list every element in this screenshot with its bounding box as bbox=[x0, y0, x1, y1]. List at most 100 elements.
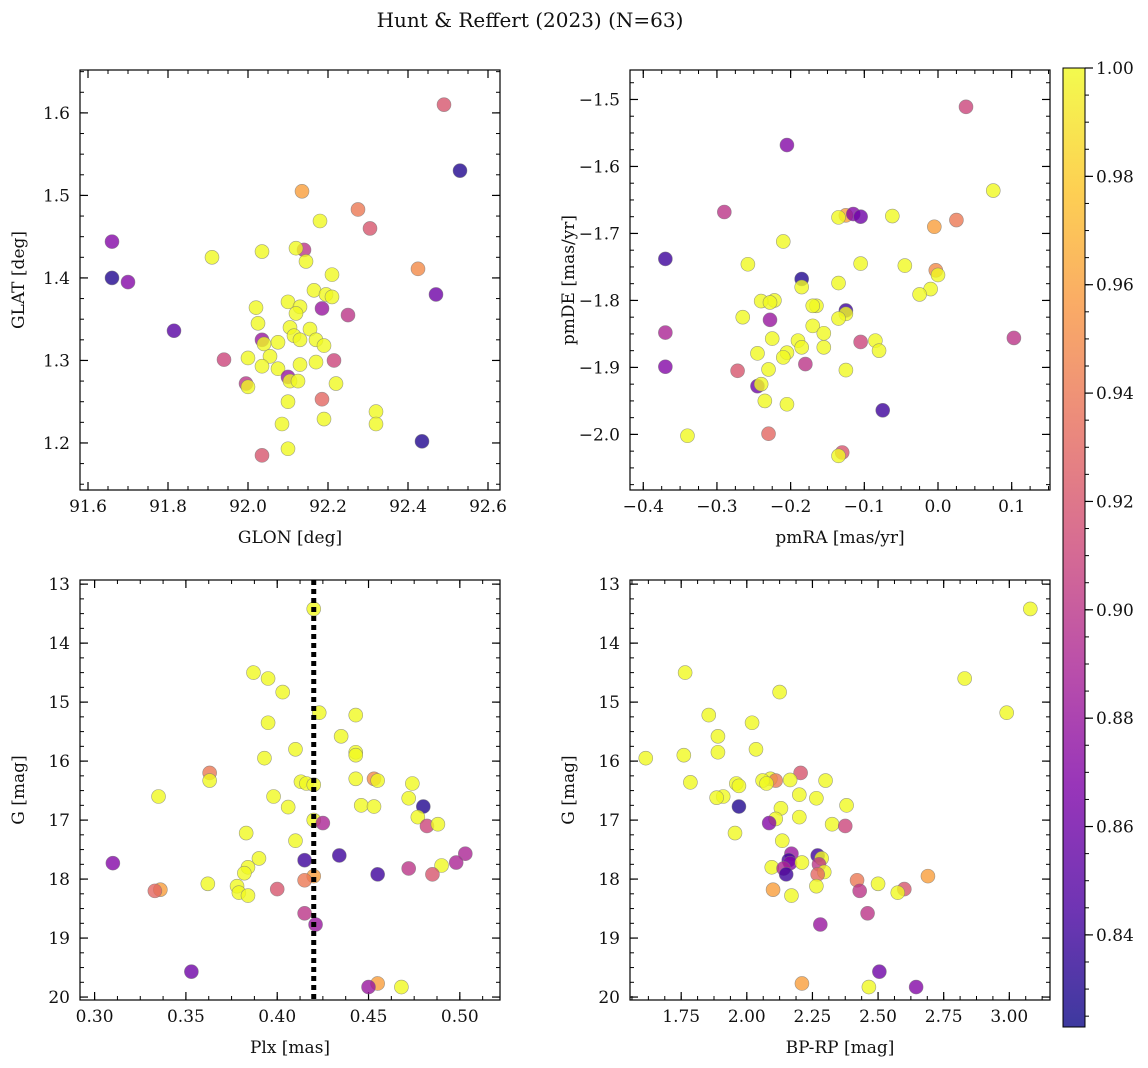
scatter-point bbox=[927, 219, 942, 235]
panel-plx-g: 0.30 0.35 0.40 0.45 0.50 13 14 15 16 17 18 19 20 Plx … bbox=[9, 575, 501, 1058]
axes-frame bbox=[629, 579, 1051, 1001]
scatter-point bbox=[332, 848, 347, 863]
scatter-point bbox=[316, 411, 332, 427]
scatter-point bbox=[831, 275, 846, 291]
points-layer bbox=[104, 97, 468, 463]
scatter-point bbox=[288, 306, 304, 321]
scatter-point bbox=[792, 809, 807, 825]
scatter-point bbox=[184, 964, 199, 979]
scatter-point bbox=[298, 254, 314, 269]
scatter-point bbox=[949, 212, 964, 228]
scatter-point bbox=[677, 665, 693, 680]
y-tick-label: 15 bbox=[48, 693, 70, 713]
scatter-point bbox=[288, 741, 303, 757]
scatter-point bbox=[1023, 601, 1038, 617]
scatter-point bbox=[348, 771, 364, 787]
y-tick-label: 1.6 bbox=[43, 104, 70, 124]
y-tick-label: 1.2 bbox=[43, 434, 70, 454]
scatter-point bbox=[957, 671, 972, 686]
scatter-point bbox=[166, 323, 182, 339]
scatter-point bbox=[294, 183, 310, 199]
x-tick-label: 1.75 bbox=[662, 1007, 700, 1027]
y-axis-label: G [mag] bbox=[9, 755, 29, 824]
figure-title: Hunt & Reffert (2023) (N=63) bbox=[377, 8, 684, 32]
scatter-point bbox=[813, 917, 828, 932]
colorbar-tick-label: 0.88 bbox=[1096, 709, 1134, 729]
scatter-point bbox=[324, 267, 340, 282]
scatter-point bbox=[831, 210, 846, 225]
scatter-point bbox=[750, 346, 765, 361]
scatter-point bbox=[871, 343, 887, 358]
scatter-point bbox=[860, 905, 875, 921]
scatter-point bbox=[784, 888, 799, 903]
panel-pmra-pmde: −0.4 −0.3 −0.2 −0.1 0.0 0.1 −2.0 −1.9 −1.8 −1.7 −1… bbox=[559, 69, 1051, 548]
scatter-point bbox=[292, 357, 308, 372]
scatter-point bbox=[761, 362, 776, 377]
scatter-point bbox=[274, 416, 290, 432]
scatter-point bbox=[251, 851, 267, 866]
scatter-point bbox=[779, 137, 795, 153]
colorbar-tick-label: 0.90 bbox=[1096, 601, 1134, 621]
scatter-point bbox=[748, 741, 764, 757]
y-tick-label: 1.5 bbox=[43, 186, 70, 206]
scatter-point bbox=[200, 876, 216, 892]
scatter-point bbox=[248, 300, 264, 315]
x-tick-label: 0.30 bbox=[76, 1007, 114, 1027]
scatter-point bbox=[731, 799, 747, 814]
scatter-point bbox=[683, 775, 698, 790]
scatter-point bbox=[237, 865, 252, 881]
y-tick-label: −1.9 bbox=[579, 358, 620, 378]
scatter-point bbox=[872, 964, 887, 979]
scatter-point bbox=[370, 867, 385, 882]
scatter-point bbox=[870, 876, 886, 892]
axes-frame bbox=[79, 69, 501, 491]
y-tick-label: 18 bbox=[598, 870, 620, 890]
scatter-point bbox=[308, 354, 324, 370]
y-axis-label: G [mag] bbox=[559, 755, 579, 824]
x-tick-label: 0.40 bbox=[258, 1007, 296, 1027]
scatter-point bbox=[761, 426, 776, 442]
scatter-point bbox=[328, 376, 344, 391]
scatter-point bbox=[930, 267, 946, 283]
scatter-point bbox=[348, 707, 364, 723]
scatter-point bbox=[792, 787, 807, 803]
scatter-point bbox=[410, 261, 426, 277]
y-tick-label: 15 bbox=[598, 693, 620, 713]
scatter-point bbox=[680, 428, 695, 444]
y-tick-label: 17 bbox=[598, 811, 620, 831]
y-tick-label: 1.4 bbox=[43, 269, 70, 289]
colorbar-tick-label: 0.84 bbox=[1096, 926, 1134, 946]
scatter-point bbox=[793, 765, 808, 781]
x-tick-label: 2.25 bbox=[794, 1007, 832, 1027]
x-tick-label: −0.4 bbox=[623, 497, 664, 517]
scatter-point bbox=[240, 379, 256, 395]
y-tick-label: 20 bbox=[598, 988, 620, 1008]
scatter-point bbox=[824, 816, 840, 832]
scatter-point bbox=[240, 350, 256, 366]
scatter-point bbox=[853, 334, 868, 350]
scatter-point bbox=[260, 715, 276, 731]
scatter-point bbox=[314, 391, 330, 407]
scatter-point bbox=[740, 256, 756, 272]
scatter-point bbox=[958, 99, 974, 115]
y-axis-label: pmDE [mas/yr] bbox=[559, 215, 579, 345]
scatter-point bbox=[638, 750, 654, 766]
x-tick-label: 92.2 bbox=[309, 497, 347, 517]
y-tick-label: 14 bbox=[48, 634, 70, 654]
scatter-point bbox=[794, 976, 810, 991]
y-tick-label: 16 bbox=[598, 752, 620, 772]
y-tick-label: −1.6 bbox=[579, 157, 620, 177]
scatter-point bbox=[778, 867, 794, 882]
y-tick-label: −1.8 bbox=[579, 291, 620, 311]
scatter-point bbox=[727, 825, 743, 841]
scatter-point bbox=[270, 361, 286, 377]
scatter-point bbox=[216, 352, 232, 367]
x-tick-label: −0.3 bbox=[696, 497, 737, 517]
scatter-point bbox=[710, 744, 726, 760]
scatter-point bbox=[314, 301, 330, 316]
scatter-point bbox=[782, 772, 798, 788]
scatter-point bbox=[361, 979, 376, 995]
scatter-point bbox=[262, 349, 278, 364]
scatter-point bbox=[757, 393, 773, 409]
x-axis-label: BP-RP [mag] bbox=[786, 1038, 895, 1058]
